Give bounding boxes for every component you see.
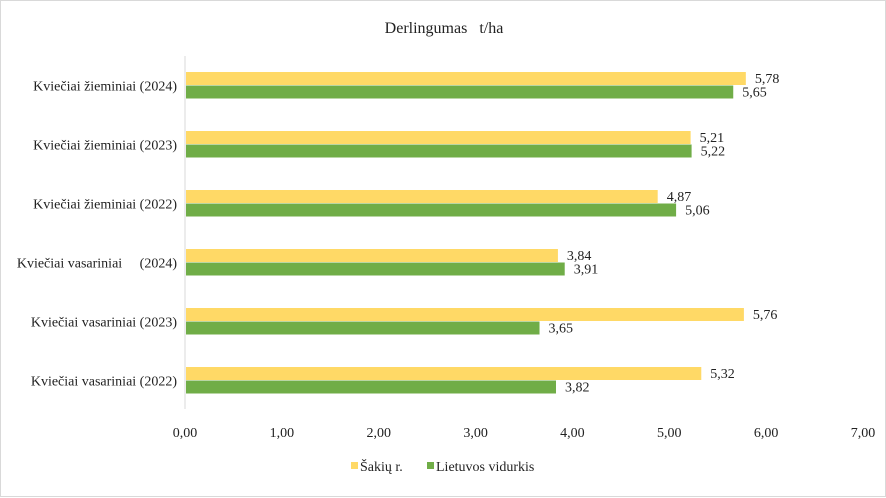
data-label: 4,87	[667, 190, 692, 205]
bar-sakiu-2	[186, 190, 658, 203]
legend-lietuvos-label: Lietuvos vidurkis	[436, 460, 534, 475]
data-label: 3,82	[565, 381, 590, 396]
legend-lietuvos-swatch	[427, 462, 434, 469]
data-label: 5,06	[685, 204, 710, 219]
x-tick-label: 2,00	[366, 426, 391, 441]
legend-sakiu-swatch	[351, 462, 358, 469]
data-label: 5,65	[742, 86, 767, 101]
bar-lietuvos-1	[186, 144, 692, 158]
category-label: Kviečiai vasariniai (2024)	[17, 257, 178, 272]
bar-lietuvos-5	[186, 380, 556, 394]
x-tick-label: 7,00	[851, 426, 876, 441]
x-tick-label: 6,00	[754, 426, 779, 441]
data-label: 3,65	[549, 322, 574, 337]
x-tick-label: 5,00	[657, 426, 682, 441]
data-label: 5,22	[701, 145, 726, 160]
data-label: 3,91	[574, 263, 599, 278]
bar-sakiu-0	[186, 72, 746, 85]
data-label: 5,78	[755, 72, 780, 87]
category-labels: Kviečiai žieminiai (2024) Kviečiai žiemin…	[17, 80, 178, 390]
legend: Šakių r. Lietuvos vidurkis	[351, 458, 534, 475]
bars-group	[186, 72, 746, 394]
category-label: Kviečiai vasariniai (2023)	[31, 316, 178, 331]
bar-lietuvos-2	[186, 203, 677, 217]
bar-sakiu-4	[186, 308, 744, 321]
bar-sakiu-1	[186, 131, 691, 144]
bar-sakiu-3	[186, 249, 558, 262]
x-tick-label: 1,00	[270, 426, 295, 441]
bar-lietuvos-3	[186, 262, 565, 276]
category-label: Kviečiai žieminiai (2024)	[33, 80, 177, 95]
data-label: 5,21	[700, 131, 725, 146]
category-label: Kviečiai žieminiai (2023)	[33, 139, 177, 154]
bar-lietuvos-4	[186, 321, 540, 335]
bar-sakiu-5	[186, 367, 702, 380]
x-axis-ticks: 0,00 1,00 2,00 3,00 4,00 5,00 6,00 7,00	[173, 426, 876, 441]
x-tick-label: 4,00	[560, 426, 585, 441]
category-label: Kviečiai žieminiai (2022)	[33, 198, 177, 213]
category-label: Kviečiai vasariniai (2022)	[31, 375, 178, 390]
bar-lietuvos-0	[186, 85, 734, 99]
value-labels: 5,785,65 5,215,22 4,875,06 3,843,91 5,76 3,65…	[549, 72, 780, 396]
legend-sakiu-label: Šakių r.	[360, 458, 403, 475]
x-tick-label: 3,00	[463, 426, 488, 441]
data-label: 5,32	[710, 367, 735, 382]
data-label: 3,84	[567, 249, 592, 264]
data-label: 5,76	[753, 308, 778, 323]
x-tick-label: 0,00	[173, 426, 198, 441]
chart-title: Derlingumas t/ha	[385, 20, 504, 37]
